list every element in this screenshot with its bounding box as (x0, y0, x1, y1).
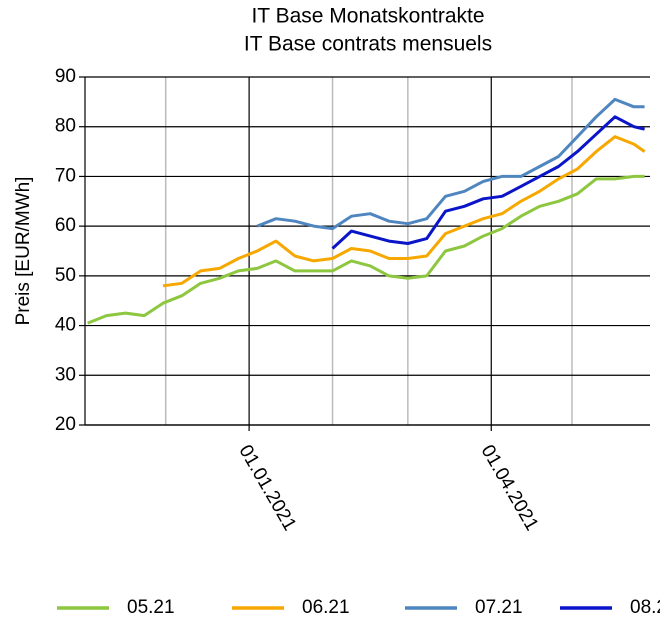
series-line (256, 97, 645, 231)
y-tick-label: 40 (55, 315, 76, 336)
y-tick-label: 30 (55, 364, 76, 385)
series-line (87, 174, 645, 325)
x-tick-label: 01.01.2021 (234, 442, 300, 535)
y-tick-label: 20 (55, 414, 76, 435)
legend-label: 06.21 (302, 597, 350, 618)
legend-label: 07.21 (475, 597, 523, 618)
y-tick-label: 60 (55, 215, 76, 236)
y-tick-label: 90 (55, 66, 76, 87)
legend-label: 08.21 (630, 597, 660, 618)
chart-subtitle: IT Base contrats mensuels (244, 33, 492, 56)
legend-label: 05.21 (127, 597, 175, 618)
y-axis-label: Preis [EUR/MWh] (13, 177, 34, 326)
y-tick-label: 70 (55, 165, 76, 186)
y-tick-label: 80 (55, 116, 76, 137)
y-tick-label: 50 (55, 265, 76, 286)
chart-title: IT Base Monatskontrakte (251, 5, 484, 28)
x-tick-label: 01.04.2021 (477, 442, 543, 535)
series-line (162, 135, 646, 288)
series-line (331, 115, 645, 250)
